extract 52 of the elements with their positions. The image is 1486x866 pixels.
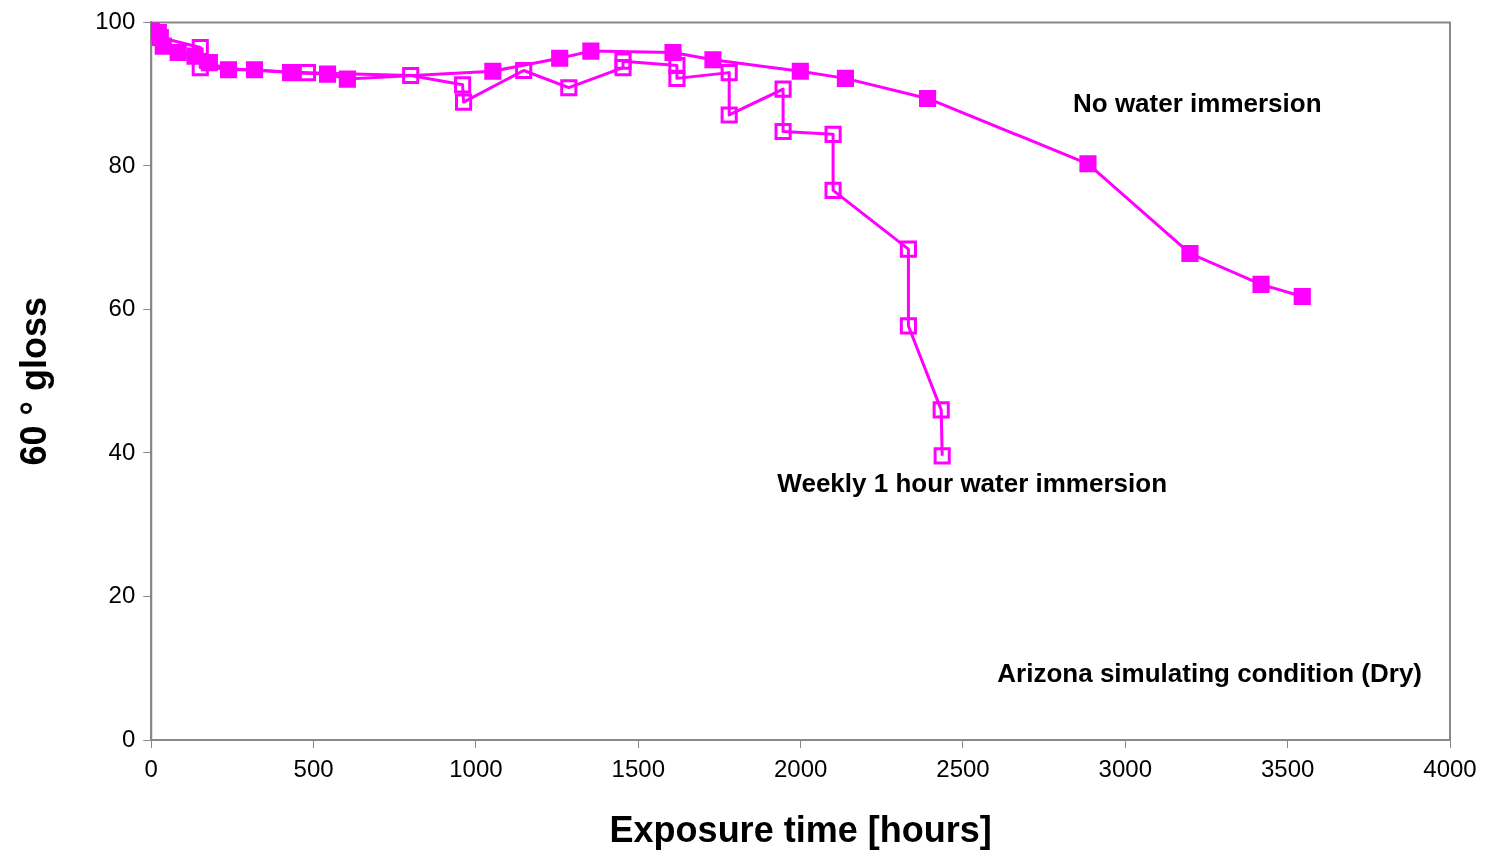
point xyxy=(151,28,169,47)
point xyxy=(484,62,502,80)
x-tick-label: 2000 xyxy=(773,755,828,783)
series-label: Weekly 1 hour water immersion xyxy=(777,467,1168,498)
point xyxy=(932,401,950,419)
y-tick-label: 60 xyxy=(108,294,136,322)
point xyxy=(515,61,533,80)
y-tick-label: 100 xyxy=(95,7,136,35)
point xyxy=(1252,275,1270,293)
point xyxy=(668,69,686,87)
point xyxy=(824,181,842,199)
point xyxy=(298,64,316,82)
annotation: Arizona simulating condition (Dry) xyxy=(997,658,1422,688)
point xyxy=(454,76,472,94)
point xyxy=(614,52,632,70)
x-tick-label: 1000 xyxy=(449,755,503,783)
x-tick-label: 0 xyxy=(144,755,158,783)
point xyxy=(774,80,792,98)
y-axis-title: 60 ° gloss xyxy=(12,296,54,466)
point xyxy=(919,89,937,108)
point xyxy=(899,317,917,335)
point xyxy=(614,59,632,77)
y-tick-label: 0 xyxy=(121,724,136,752)
point xyxy=(455,93,473,111)
x-tick-label: 3500 xyxy=(1260,755,1315,783)
point xyxy=(1079,155,1097,173)
point xyxy=(1293,287,1311,306)
point xyxy=(402,66,420,85)
point xyxy=(720,106,738,124)
point xyxy=(720,64,738,82)
point xyxy=(933,447,951,465)
point xyxy=(704,51,722,69)
x-tick-label: 500 xyxy=(293,755,334,783)
point xyxy=(551,49,569,67)
x-tick-label: 4000 xyxy=(1423,755,1477,783)
point xyxy=(582,42,600,60)
point xyxy=(560,79,578,97)
y-tick-label: 20 xyxy=(108,581,136,609)
point xyxy=(169,43,187,62)
point xyxy=(774,122,792,141)
series-label: No water immersion xyxy=(1073,87,1322,118)
y-tick-label: 40 xyxy=(108,437,136,465)
point xyxy=(791,62,809,80)
x-tick-label: 3000 xyxy=(1098,755,1153,783)
point xyxy=(1181,244,1199,263)
y-tick-label: 80 xyxy=(108,150,136,178)
x-axis-title: Exposure time [hours] xyxy=(609,809,992,851)
point xyxy=(899,240,917,258)
x-tick-label: 2500 xyxy=(936,755,990,783)
point xyxy=(836,69,854,87)
point xyxy=(824,125,842,143)
x-tick-label: 1500 xyxy=(611,755,665,783)
